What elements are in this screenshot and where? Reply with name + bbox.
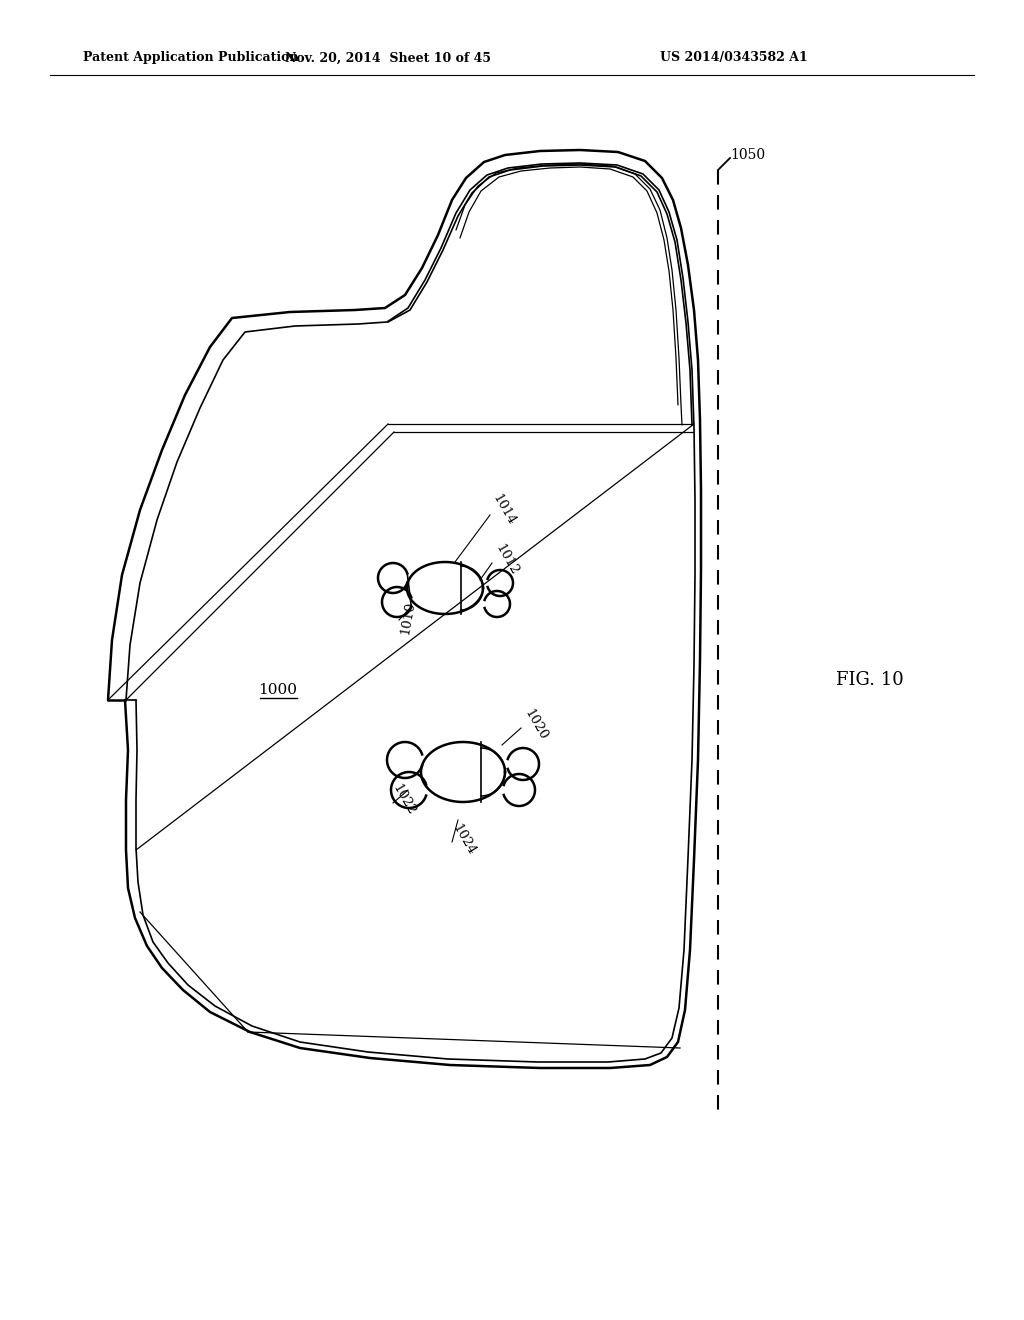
Text: 1014: 1014 xyxy=(490,492,518,528)
Text: 1022: 1022 xyxy=(390,783,418,818)
Text: 1000: 1000 xyxy=(258,682,298,697)
Text: Patent Application Publication: Patent Application Publication xyxy=(83,51,299,65)
Text: 1012: 1012 xyxy=(493,543,521,578)
Text: 1020: 1020 xyxy=(522,708,550,743)
Text: US 2014/0343582 A1: US 2014/0343582 A1 xyxy=(660,51,808,65)
Text: 1010: 1010 xyxy=(399,601,418,636)
Text: 1050: 1050 xyxy=(730,148,765,162)
Text: 1024: 1024 xyxy=(450,822,478,858)
Text: FIG. 10: FIG. 10 xyxy=(837,671,904,689)
Text: Nov. 20, 2014  Sheet 10 of 45: Nov. 20, 2014 Sheet 10 of 45 xyxy=(285,51,490,65)
